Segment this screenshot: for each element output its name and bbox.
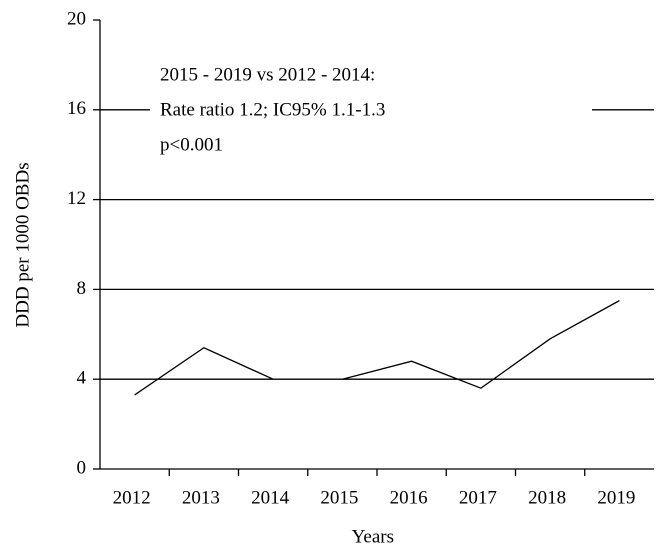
data-line xyxy=(342,300,620,389)
x-tick-label: 2012 xyxy=(113,487,151,508)
x-axis-label: Years xyxy=(352,526,394,547)
x-tick-label: 2014 xyxy=(251,487,290,508)
annotation: p<0.001 xyxy=(160,134,223,155)
x-tick-label: 2015 xyxy=(320,487,358,508)
annotation-background xyxy=(150,58,592,160)
y-tick-label: 4 xyxy=(77,368,87,389)
y-tick-label: 20 xyxy=(67,8,86,29)
x-tick-label: 2013 xyxy=(182,487,220,508)
annotation: Rate ratio 1.2; IC95% 1.1-1.3 xyxy=(160,99,385,120)
y-tick-label: 0 xyxy=(77,457,87,478)
x-tick-label: 2016 xyxy=(390,487,428,508)
x-tick-label: 2018 xyxy=(528,487,566,508)
y-axis-label: DDD per 1000 OBDs xyxy=(12,162,33,327)
annotation: 2015 - 2019 vs 2012 - 2014: xyxy=(160,64,375,85)
y-tick-label: 12 xyxy=(67,188,86,209)
data-line xyxy=(134,347,274,396)
x-tick-label: 2017 xyxy=(459,487,497,508)
y-tick-label: 16 xyxy=(67,98,86,119)
x-tick-label: 2019 xyxy=(597,487,635,508)
y-tick-label: 8 xyxy=(77,278,87,299)
